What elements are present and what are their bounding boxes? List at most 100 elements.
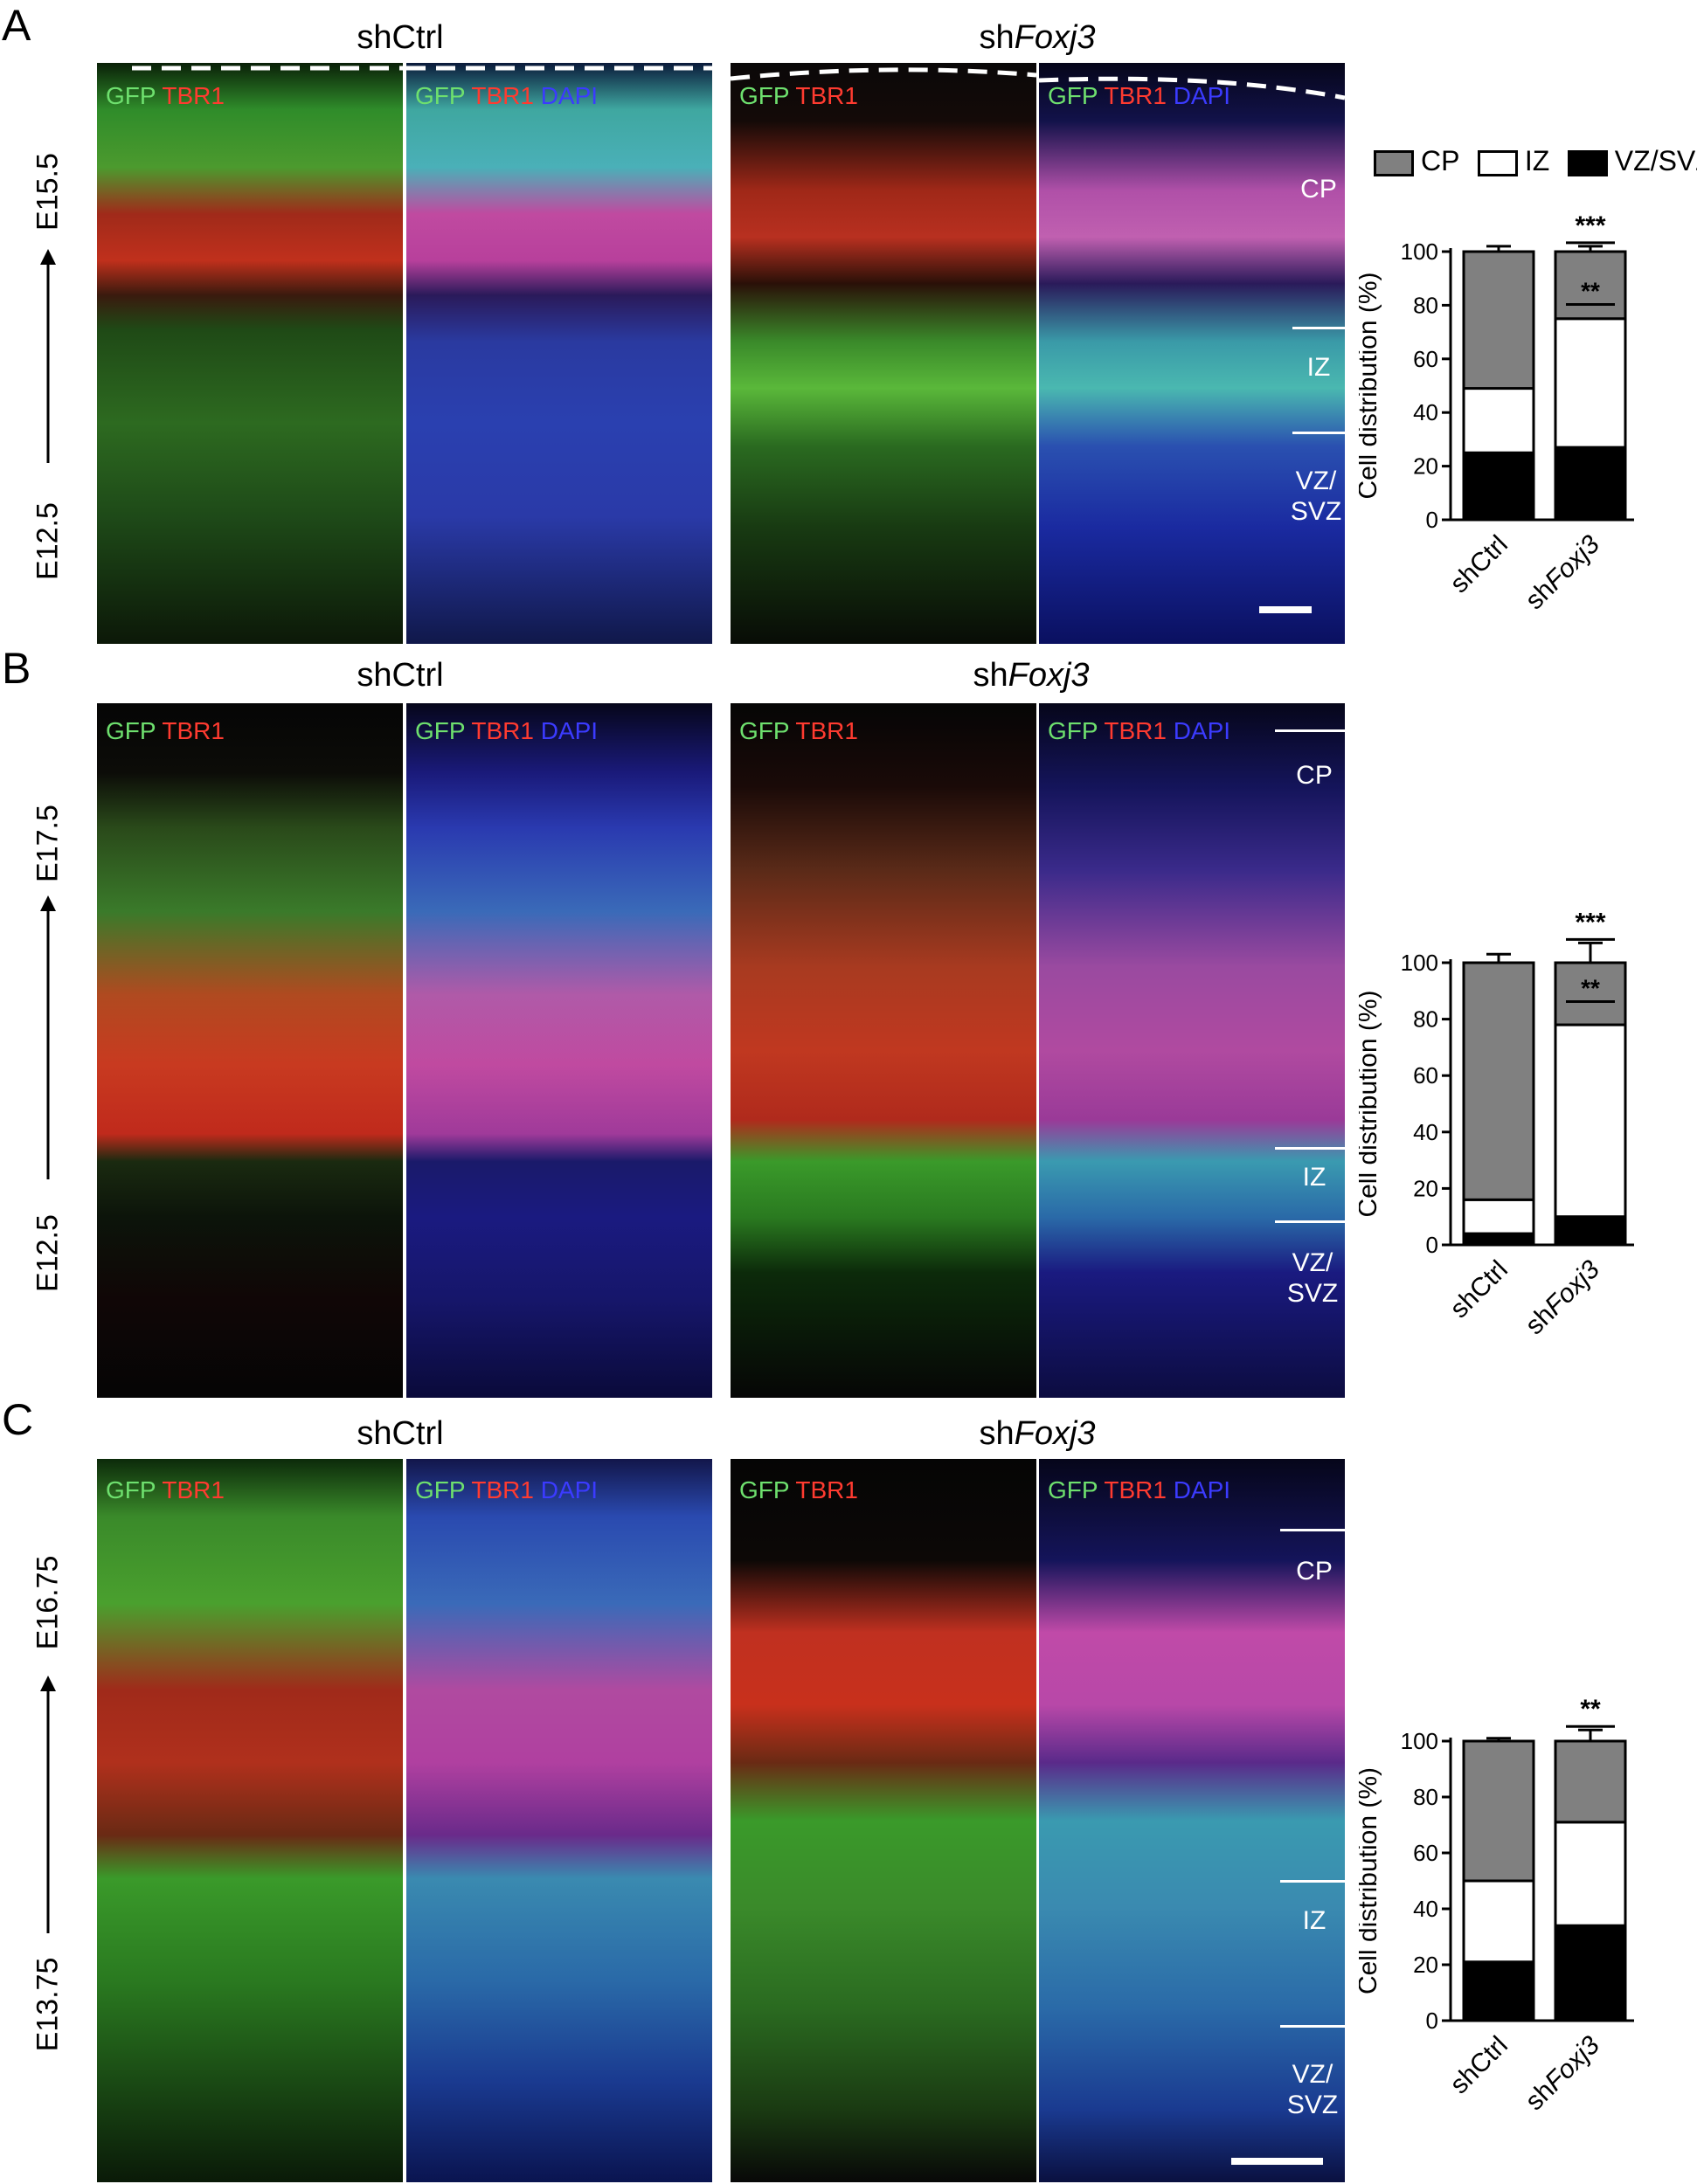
bar-segment-iz bbox=[1462, 1198, 1535, 1235]
panel-b-time-bottom: E12.5 bbox=[31, 1214, 65, 1292]
pia-dash-line bbox=[1039, 76, 1345, 100]
bar-segment-vz-svz bbox=[1554, 1924, 1627, 2022]
panel-a-kd-merge-dapi: GFP TBR1 DAPI CP IZ VZ/SVZ bbox=[1039, 63, 1345, 644]
bar-segment-cp bbox=[1462, 1739, 1535, 1883]
channel-labels: GFP TBR1 bbox=[739, 1476, 858, 1503]
scale-bar bbox=[1259, 606, 1312, 613]
channel-labels: GFP TBR1 DAPI bbox=[415, 1476, 599, 1503]
channel-labels: GFP TBR1 DAPI bbox=[1048, 82, 1231, 109]
y-tick-label: 20 bbox=[1413, 1175, 1438, 1201]
bar-segment-iz bbox=[1462, 1879, 1535, 1964]
bar-segment-vz-svz bbox=[1554, 1215, 1627, 1247]
bar-segment-cp bbox=[1554, 250, 1627, 321]
y-tick-label: 20 bbox=[1413, 453, 1438, 480]
panel-c-ctrl-merge-gfp-tbr1: GFP TBR1 bbox=[97, 1459, 403, 2182]
y-tick-label: 0 bbox=[1426, 1232, 1438, 1258]
significance-marker: *** bbox=[1575, 211, 1605, 240]
panel-a-time-arrow bbox=[40, 249, 56, 463]
channel-labels: GFP TBR1 bbox=[106, 82, 225, 109]
layer-label-cp: CP bbox=[1296, 1557, 1333, 1586]
x-tick-label-gene: Foxj3 bbox=[1540, 2030, 1605, 2096]
legend-swatch-cp bbox=[1374, 149, 1414, 176]
layer-boundary-line bbox=[1275, 729, 1345, 732]
y-axis-label: Cell distribution (%) bbox=[1359, 990, 1382, 1217]
x-tick-label-gene: Foxj3 bbox=[1540, 1254, 1605, 1320]
pia-dash-line bbox=[731, 67, 1036, 81]
x-tick-label-gene: Foxj3 bbox=[1540, 529, 1605, 595]
significance-marker: ** bbox=[1580, 1695, 1601, 1724]
scale-bar bbox=[1231, 2158, 1323, 2165]
bar-segment-cp bbox=[1462, 250, 1535, 390]
layer-boundary-line bbox=[1280, 2025, 1345, 2028]
y-tick-label: 80 bbox=[1413, 1006, 1438, 1033]
x-tick-label: shCtrl bbox=[1444, 1255, 1513, 1324]
layer-label-iz: IZ bbox=[1306, 353, 1331, 382]
y-tick-label: 40 bbox=[1413, 1896, 1438, 1922]
pia-dash-line bbox=[132, 66, 403, 71]
panel-c-kd-merge-gfp-tbr1: GFP TBR1 bbox=[731, 1459, 1036, 2182]
panel-a-kd-label: shFoxj3 bbox=[979, 19, 1096, 56]
channel-labels: GFP TBR1 bbox=[739, 82, 858, 109]
legend-item-iz: IZ bbox=[1477, 145, 1549, 176]
significance-marker: ** bbox=[1581, 277, 1600, 304]
layer-label-vz-svz: VZ/SVZ bbox=[1286, 1248, 1339, 1308]
legend: CP IZ VZ/SVZ bbox=[1374, 145, 1697, 180]
legend-swatch-vzsvz bbox=[1567, 149, 1608, 176]
panel-c-kd-label: shFoxj3 bbox=[979, 1415, 1096, 1452]
bar-segment-cp bbox=[1554, 1739, 1627, 1824]
bar-segment-vz-svz bbox=[1462, 1232, 1535, 1247]
layer-label-vz-svz: VZ/SVZ bbox=[1286, 2060, 1339, 2119]
bar-segment-vz-svz bbox=[1462, 451, 1535, 522]
x-tick-label: shFoxj3 bbox=[1520, 529, 1605, 615]
legend-item-vzsvz: VZ/SVZ bbox=[1567, 145, 1697, 176]
panel-c-ctrl-label: shCtrl bbox=[357, 1415, 444, 1452]
panel-c-ctrl-merge-dapi: GFP TBR1 DAPI bbox=[406, 1459, 712, 2182]
significance-marker: ** bbox=[1581, 974, 1600, 1001]
layer-boundary-line bbox=[1280, 1880, 1345, 1883]
bar-segment-iz bbox=[1462, 387, 1535, 454]
layer-boundary-line bbox=[1280, 1529, 1345, 1531]
chart-panel-c: 0 20 40 60 80 100 Cell distribution (%) shCtrl s… bbox=[1359, 1695, 1634, 2116]
y-tick-label: 40 bbox=[1413, 1119, 1438, 1145]
panel-letter-c: C bbox=[2, 1395, 34, 1444]
y-tick-label: 40 bbox=[1413, 399, 1438, 425]
panel-b-time-top: E17.5 bbox=[31, 805, 65, 882]
panel-a-ctrl-merge-dapi: GFP TBR1 DAPI bbox=[406, 63, 712, 644]
y-tick-label: 100 bbox=[1401, 238, 1438, 265]
layer-boundary-line bbox=[1292, 327, 1345, 329]
panel-c-time-top: E16.75 bbox=[31, 1555, 65, 1650]
x-tick-label: shFoxj3 bbox=[1520, 1254, 1605, 1340]
panel-a-ctrl-label: shCtrl bbox=[357, 19, 444, 56]
y-tick-label: 60 bbox=[1413, 346, 1438, 372]
panel-b-ctrl-label: shCtrl bbox=[357, 657, 444, 694]
bar-segment-iz bbox=[1554, 317, 1627, 449]
bar-segment-cp bbox=[1462, 961, 1535, 1201]
layer-boundary-line bbox=[1275, 1220, 1345, 1223]
panel-letter-b: B bbox=[2, 644, 31, 693]
panel-b-kd-label: shFoxj3 bbox=[973, 657, 1090, 694]
bar-segment-iz bbox=[1554, 1821, 1627, 1927]
channel-labels: GFP TBR1 bbox=[739, 717, 858, 744]
panel-b-ctrl-merge-gfp-tbr1: GFP TBR1 bbox=[97, 703, 403, 1398]
y-axis-label: Cell distribution (%) bbox=[1359, 1767, 1382, 1994]
panel-c-time-bottom: E13.75 bbox=[31, 1957, 65, 2052]
layer-label-cp: CP bbox=[1296, 761, 1333, 790]
bar-segment-vz-svz bbox=[1554, 446, 1627, 522]
panel-c-time-arrow bbox=[40, 1676, 56, 1933]
y-tick-label: 0 bbox=[1426, 507, 1438, 533]
layer-boundary-line bbox=[1292, 432, 1345, 434]
panel-a-kd-merge-gfp-tbr1: GFP TBR1 bbox=[731, 63, 1036, 644]
layer-boundary-line bbox=[1275, 1147, 1345, 1150]
y-tick-label: 80 bbox=[1413, 1784, 1438, 1810]
y-tick-label: 0 bbox=[1426, 2008, 1438, 2034]
legend-item-cp: CP bbox=[1374, 145, 1459, 176]
x-tick-label: shCtrl bbox=[1444, 530, 1513, 599]
panel-b-ctrl-merge-dapi: GFP TBR1 DAPI bbox=[406, 703, 712, 1398]
pia-dash-line bbox=[406, 66, 712, 71]
layer-label-cp: CP bbox=[1300, 175, 1337, 204]
y-tick-label: 20 bbox=[1413, 1952, 1438, 1978]
y-tick-label: 80 bbox=[1413, 292, 1438, 318]
layer-label-iz: IZ bbox=[1302, 1163, 1326, 1192]
chart-panel-a: 0 20 40 60 80 100 Cell distribution (%) shCtrl s… bbox=[1359, 211, 1634, 615]
y-tick-label: 60 bbox=[1413, 1840, 1438, 1866]
